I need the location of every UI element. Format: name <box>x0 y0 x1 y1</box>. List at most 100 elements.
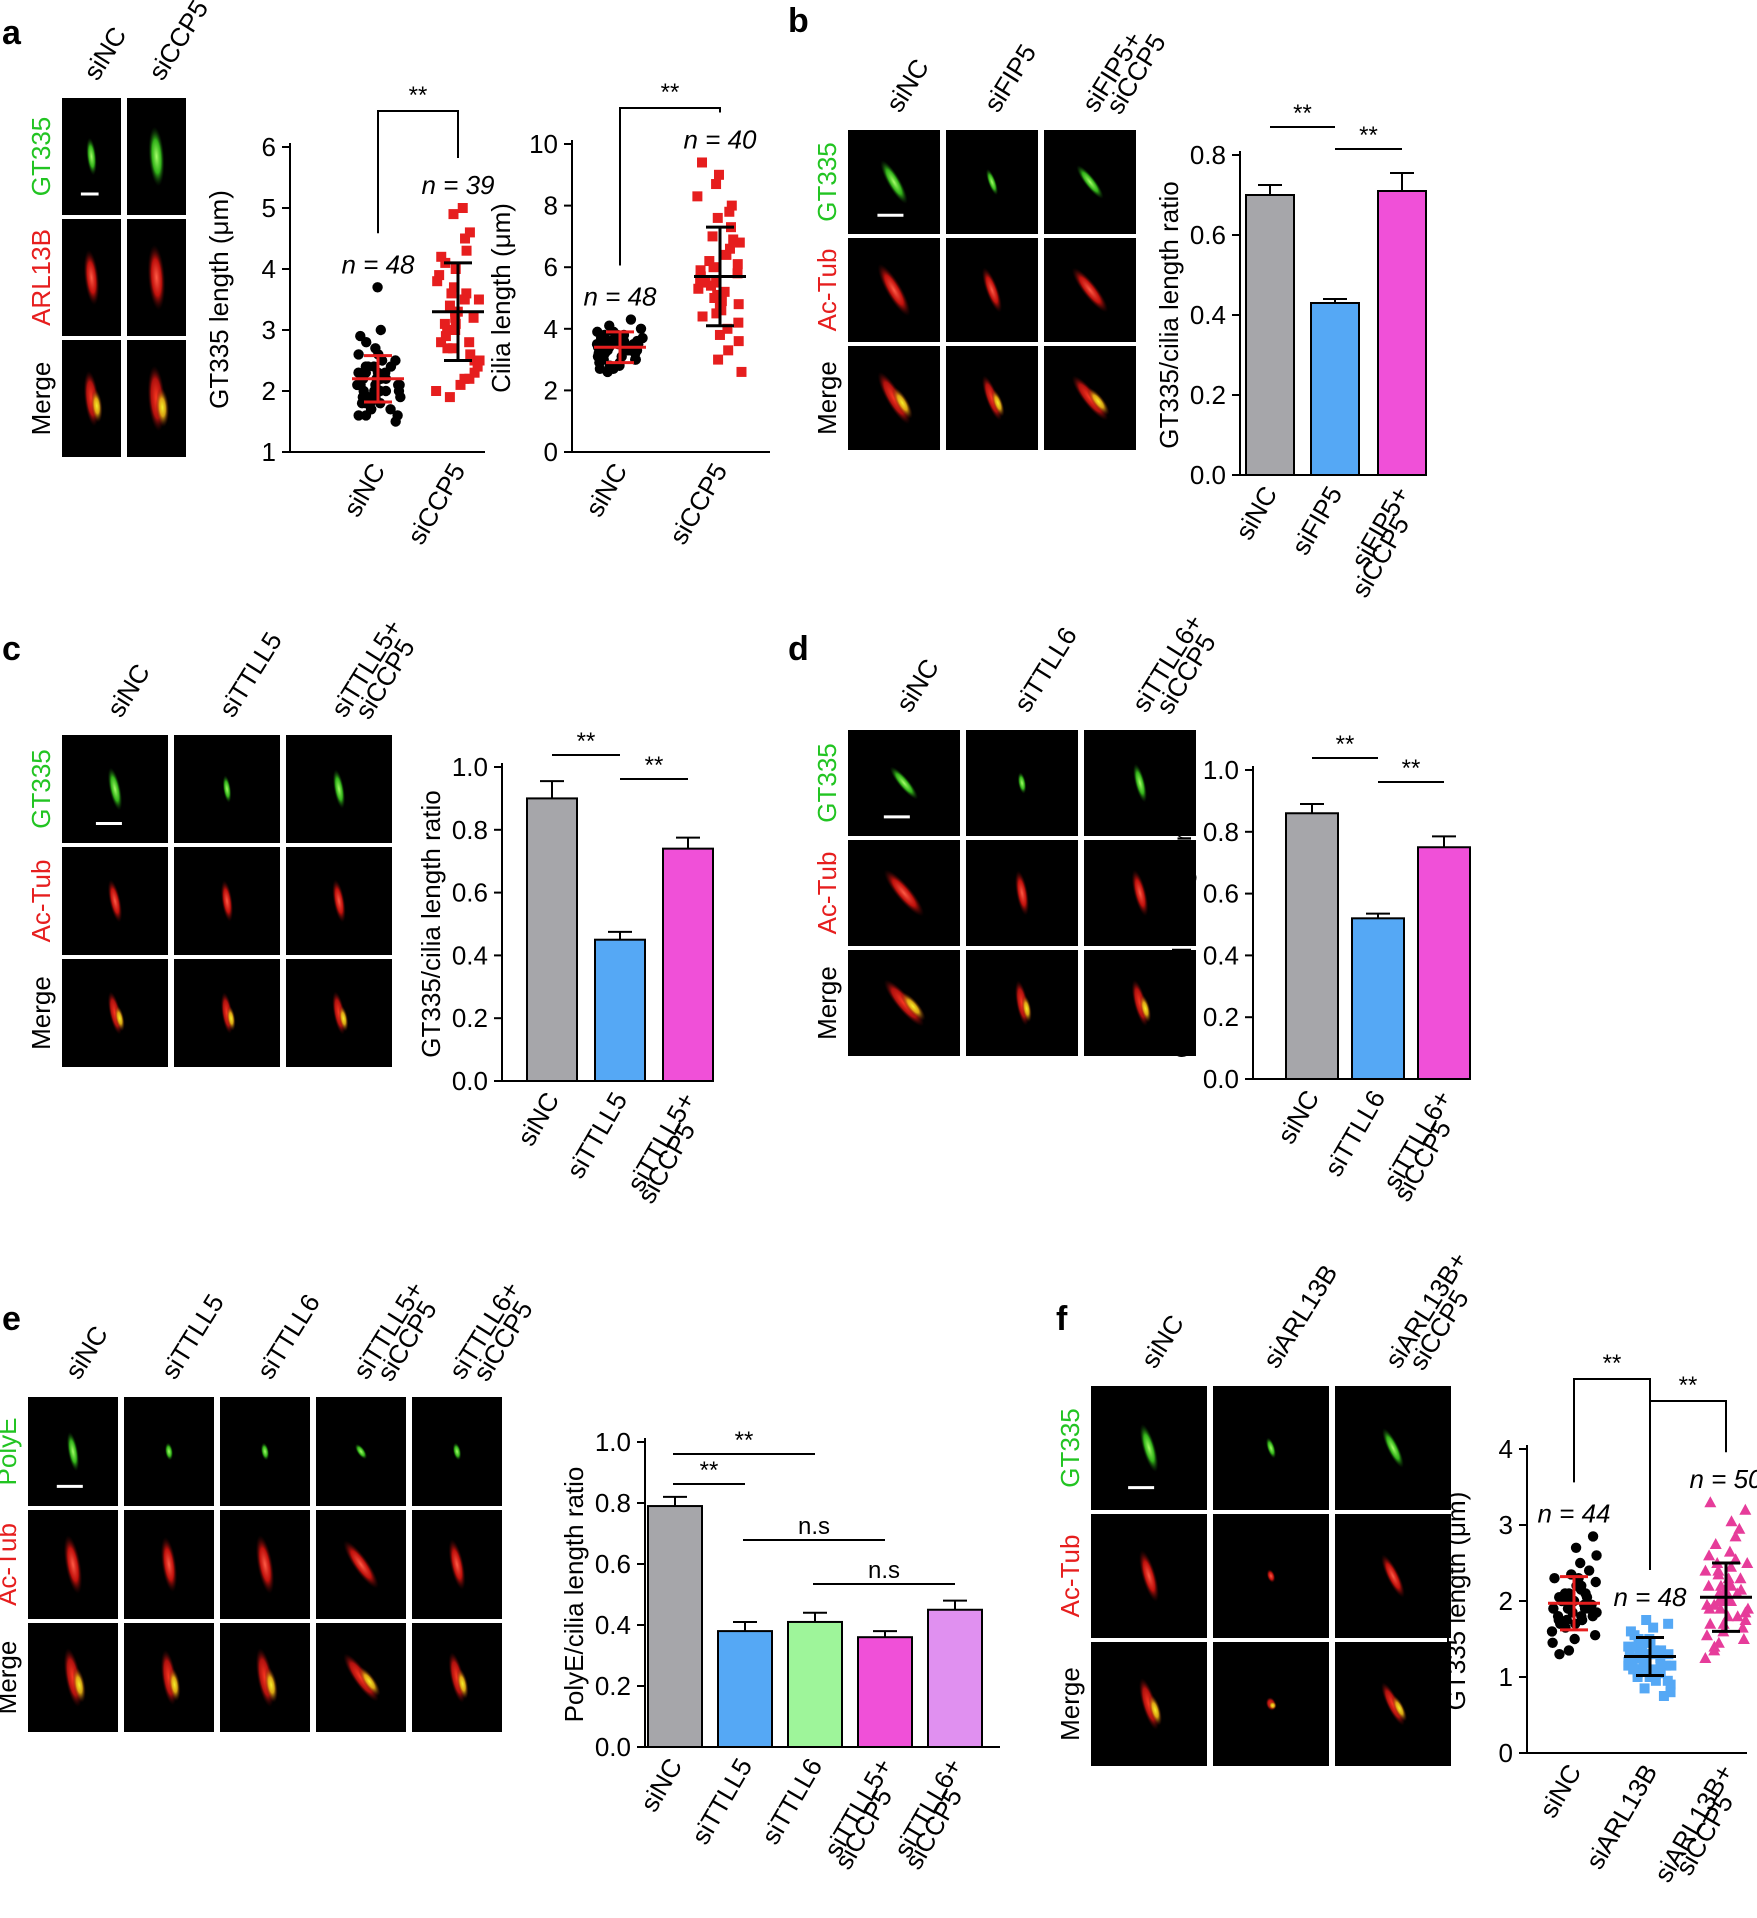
data-point <box>361 337 372 348</box>
data-point <box>1637 1664 1648 1675</box>
data-point <box>595 351 607 362</box>
data-point <box>712 212 723 223</box>
bar <box>647 1505 703 1749</box>
data-point <box>1547 1637 1558 1649</box>
data-point <box>469 355 480 366</box>
data-point <box>1739 1503 1752 1515</box>
cilium-signal <box>1014 870 1030 916</box>
y-tick-label: 0.2 <box>1203 1002 1239 1032</box>
data-point <box>1632 1672 1643 1682</box>
significance-label: ** <box>1679 1372 1698 1399</box>
data-point <box>1590 1576 1601 1588</box>
y-tick-label: 1 <box>262 437 276 467</box>
data-point <box>1729 1553 1742 1565</box>
y-tick-label: 4 <box>262 254 276 284</box>
cilium-signal <box>1382 1428 1404 1468</box>
significance-label: ** <box>1336 731 1355 758</box>
y-tick-label: 0.2 <box>452 1003 488 1033</box>
cilium-signal <box>985 168 999 196</box>
significance-bracket <box>1649 1400 1727 1566</box>
cilium-signal <box>354 1443 368 1460</box>
micrograph-panel-a: GT335 ARL13B Merge siNC siCCP5 <box>26 0 214 457</box>
data-point <box>1703 1549 1716 1561</box>
data-point <box>440 331 451 342</box>
y-tick-label: 0.6 <box>452 878 488 908</box>
cilium-signal <box>1381 1554 1405 1598</box>
cilium-signal <box>148 126 165 187</box>
data-point <box>1723 1545 1736 1557</box>
data-point <box>1591 1550 1602 1561</box>
data-point <box>468 312 479 323</box>
x-tick-label: siNC <box>1271 1085 1325 1149</box>
data-point <box>1665 1687 1676 1698</box>
data-point <box>450 312 461 323</box>
y-tick-label: 8 <box>544 191 558 221</box>
data-point <box>1713 1587 1726 1599</box>
data-point <box>1702 1579 1715 1591</box>
data-point <box>1656 1645 1667 1656</box>
row-label: Merge <box>1055 1667 1085 1741</box>
bar <box>1245 194 1295 476</box>
y-axis-label: PolyE/cilia length ratio <box>559 1467 589 1723</box>
data-point <box>1640 1649 1651 1660</box>
cilium-signal <box>981 267 1003 313</box>
y-tick-label: 4 <box>1499 1434 1513 1464</box>
data-point <box>473 294 484 305</box>
bar <box>662 847 714 1083</box>
data-point <box>709 293 720 303</box>
cilium-signal <box>155 387 170 428</box>
y-tick-label: 0.2 <box>595 1671 631 1701</box>
data-point <box>1546 1626 1558 1637</box>
data-point <box>450 325 461 335</box>
data-point <box>736 366 747 377</box>
cilium-signal <box>889 766 919 800</box>
data-point <box>1725 1515 1738 1527</box>
panel-label-f: f <box>1056 1300 1068 1338</box>
data-point <box>704 256 715 267</box>
data-point <box>474 355 485 366</box>
y-tick-label: 0.6 <box>1190 220 1226 250</box>
data-point <box>700 277 711 288</box>
data-point <box>1548 1603 1559 1614</box>
data-point <box>436 251 447 262</box>
data-point <box>707 231 718 242</box>
data-point <box>1665 1679 1676 1690</box>
condition-label: siNC <box>890 653 945 717</box>
significance-label: ** <box>700 1457 719 1484</box>
row-label: Merge <box>26 362 56 436</box>
data-point <box>1639 1683 1650 1694</box>
cilium-signal <box>72 1667 86 1703</box>
data-point <box>602 366 613 378</box>
data-point <box>434 270 445 281</box>
data-point <box>1699 1564 1712 1576</box>
data-point <box>448 282 459 293</box>
data-point <box>1649 1645 1660 1656</box>
cilium-signal <box>114 1005 125 1032</box>
y-tick-label: 0.0 <box>1190 460 1226 490</box>
data-point <box>724 243 735 254</box>
y-tick-label: 0.8 <box>452 815 488 845</box>
cilium-signal <box>1148 1694 1163 1726</box>
data-point <box>719 286 730 297</box>
data-point <box>1733 1522 1746 1534</box>
x-tick-label: siNC <box>1533 1759 1587 1823</box>
data-point <box>460 233 471 244</box>
bar <box>1285 812 1339 1080</box>
data-point <box>442 343 453 354</box>
cilium-signal <box>891 387 913 419</box>
significance-bracket <box>377 110 459 234</box>
data-point <box>697 311 708 322</box>
y-tick-label: 0.0 <box>452 1066 488 1096</box>
data-point <box>625 314 637 325</box>
data-point <box>723 345 734 356</box>
cilium-signal <box>1266 1569 1276 1583</box>
y-tick-label: 0.8 <box>595 1488 631 1518</box>
x-tick-label: siNC <box>1229 481 1283 545</box>
significance-label: ** <box>1359 122 1378 149</box>
cilium-signal <box>147 244 166 311</box>
data-point <box>713 169 724 180</box>
